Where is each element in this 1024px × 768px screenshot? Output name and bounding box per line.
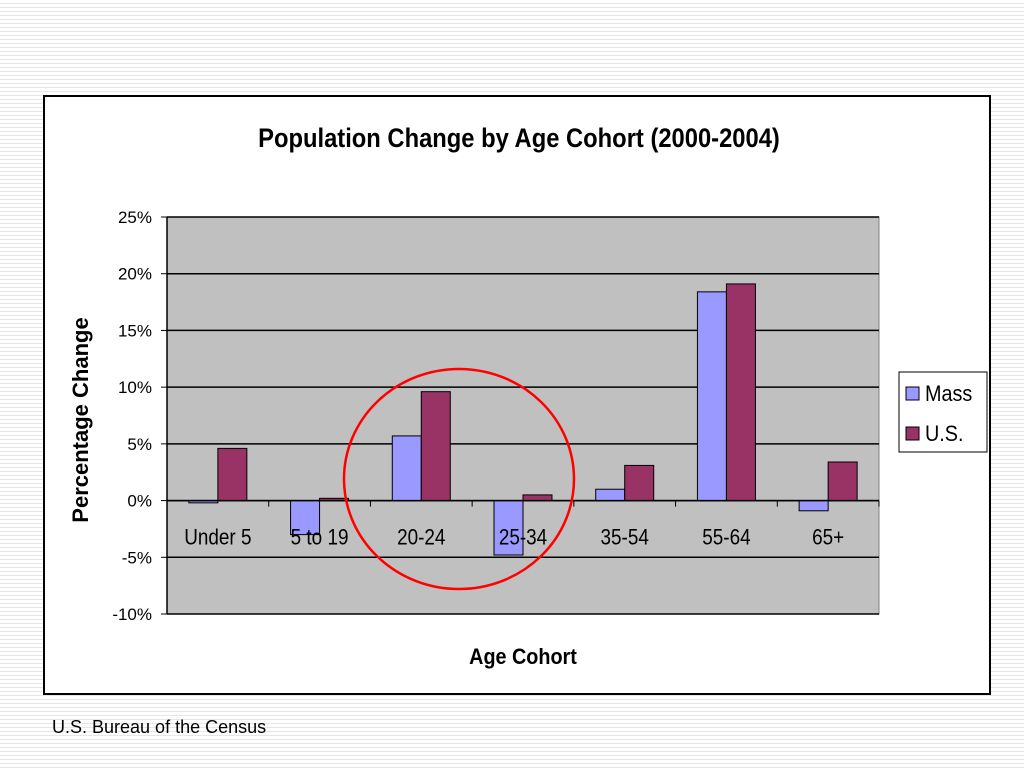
bar-us-3	[522, 494, 553, 502]
bar-mass-3	[493, 500, 524, 556]
legend-swatch-us	[905, 426, 920, 441]
chart-svg: Population Change by Age Cohort (2000-20…	[68, 124, 988, 669]
chart-frame: Population Change by Age Cohort (2000-20…	[43, 95, 991, 695]
y-tick-label: 20%	[118, 265, 152, 284]
x-tick-label: 5 to 19	[291, 525, 349, 550]
x-tick-label: 55-64	[702, 525, 750, 550]
x-tick-label: Under 5	[184, 525, 251, 550]
bar-mass-4	[595, 488, 626, 502]
x-tick-label: 65+	[812, 525, 844, 550]
bar-mass-2	[391, 435, 422, 502]
x-tick-label: 35-54	[601, 525, 649, 550]
y-tick-label: -5%	[122, 548, 152, 567]
bar-us-4	[624, 464, 655, 502]
chart-title: Population Change by Age Cohort (2000-20…	[258, 124, 780, 154]
y-tick-label: 15%	[118, 321, 152, 340]
bar-mass-6	[798, 500, 829, 512]
bar-us-6	[827, 461, 858, 502]
y-tick-label: 25%	[118, 208, 152, 227]
legend-label-mass: Mass	[925, 382, 972, 406]
y-tick-label: 5%	[127, 435, 152, 454]
bar-mass-1	[290, 500, 321, 536]
x-tick-label: 25-34	[499, 525, 547, 550]
y-axis-title: Percentage Change	[68, 317, 93, 522]
bar-us-0	[217, 447, 248, 502]
bar-mass-5	[696, 291, 727, 502]
bar-us-2	[420, 391, 451, 502]
legend-swatch-mass	[905, 386, 920, 401]
legend-label-us: U.S.	[925, 422, 963, 446]
bar-us-5	[725, 283, 756, 502]
y-tick-label: 10%	[118, 378, 152, 397]
y-tick-label: 0%	[127, 492, 152, 511]
source-note: U.S. Bureau of the Census	[52, 717, 267, 737]
highlight-circle	[342, 367, 576, 591]
x-axis-title: Age Cohort	[469, 645, 577, 669]
y-tick-label: -10%	[112, 605, 152, 624]
x-tick-label: 20-24	[397, 525, 445, 550]
